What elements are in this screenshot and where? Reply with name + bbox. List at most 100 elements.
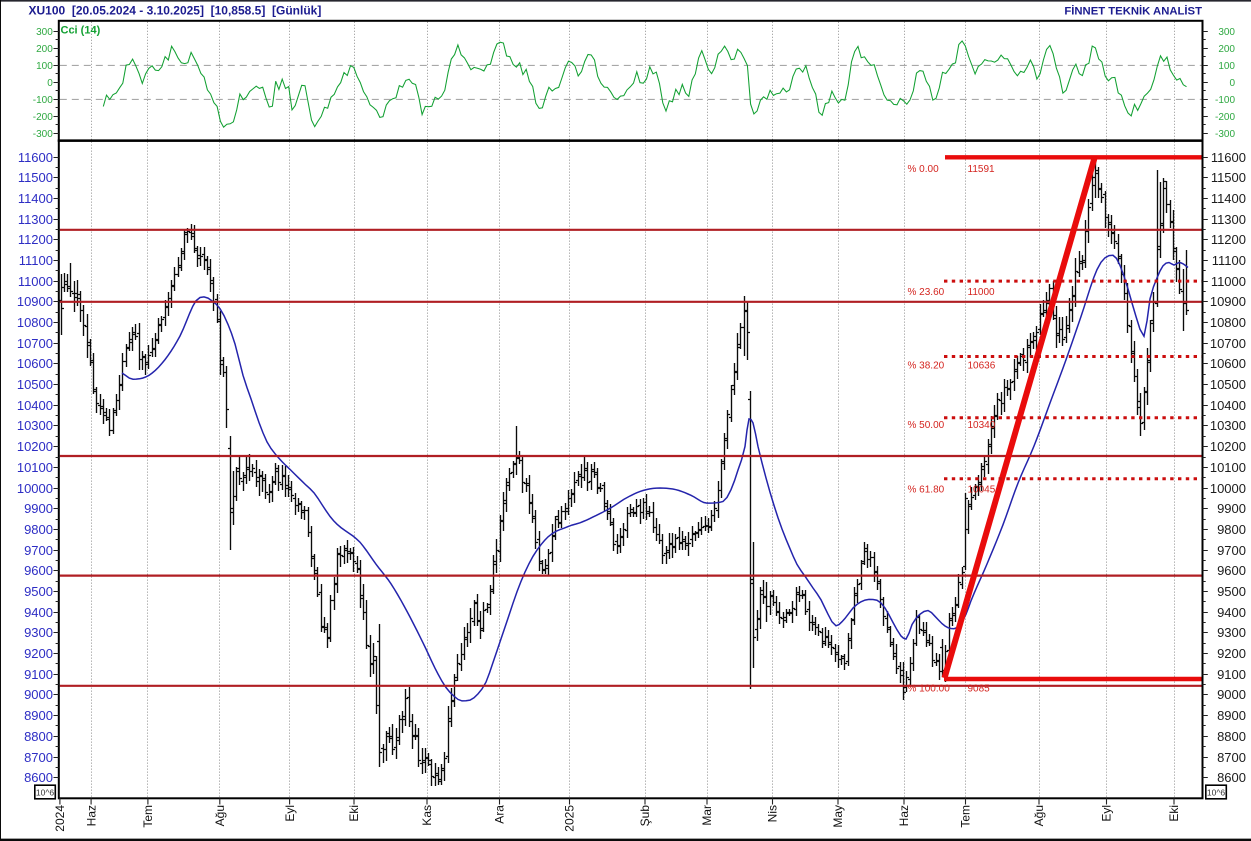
svg-text:XU100 [20.05.2024 - 3.10.2025: XU100 [20.05.2024 - 3.10.2025] [10,858.5…: [29, 4, 322, 18]
svg-text:10600: 10600: [17, 356, 53, 371]
svg-text:Eki: Eki: [1167, 805, 1181, 822]
svg-text:100: 100: [1218, 61, 1235, 72]
svg-text:300: 300: [1218, 27, 1235, 38]
svg-text:10340: 10340: [968, 420, 996, 431]
svg-text:10700: 10700: [17, 336, 53, 351]
svg-text:10800: 10800: [17, 315, 53, 330]
svg-text:10900: 10900: [17, 294, 53, 309]
svg-text:11000: 11000: [1211, 274, 1246, 289]
svg-text:9800: 9800: [24, 522, 53, 537]
svg-text:10300: 10300: [1210, 418, 1246, 433]
svg-text:8800: 8800: [24, 729, 53, 744]
svg-text:10500: 10500: [17, 377, 53, 392]
svg-text:Ara: Ara: [493, 805, 507, 824]
svg-text:200: 200: [36, 44, 53, 55]
svg-text:11300: 11300: [18, 212, 53, 227]
svg-text:8700: 8700: [1217, 750, 1246, 765]
svg-text:9500: 9500: [24, 584, 53, 599]
svg-text:Eki: Eki: [347, 805, 361, 822]
svg-text:11200: 11200: [18, 232, 53, 247]
svg-text:% 23.60: % 23.60: [908, 287, 945, 298]
svg-text:9100: 9100: [24, 667, 53, 682]
svg-text:Haz: Haz: [897, 805, 911, 826]
svg-text:11100: 11100: [1212, 253, 1246, 268]
svg-text:Cci (14): Cci (14): [61, 25, 101, 37]
svg-text:10300: 10300: [17, 418, 53, 433]
svg-text:9000: 9000: [24, 687, 53, 702]
svg-text:11500: 11500: [1211, 170, 1246, 185]
svg-text:9200: 9200: [1217, 646, 1246, 661]
svg-text:Şub: Şub: [638, 805, 652, 827]
svg-text:10636: 10636: [968, 361, 996, 372]
svg-text:9400: 9400: [1217, 605, 1246, 620]
svg-text:Eyl: Eyl: [1100, 805, 1114, 822]
svg-text:11200: 11200: [1211, 232, 1246, 247]
svg-text:10400: 10400: [17, 398, 53, 413]
svg-text:0: 0: [47, 78, 53, 89]
svg-text:8700: 8700: [24, 750, 53, 765]
svg-text:-300: -300: [33, 129, 53, 140]
svg-text:10200: 10200: [1210, 439, 1246, 454]
svg-text:11600: 11600: [18, 150, 53, 165]
svg-text:9600: 9600: [24, 563, 53, 578]
svg-text:9100: 9100: [1217, 667, 1246, 682]
svg-text:Nis: Nis: [766, 805, 780, 822]
svg-text:11100: 11100: [19, 253, 53, 268]
svg-text:9900: 9900: [1217, 501, 1246, 516]
svg-text:200: 200: [1218, 44, 1235, 55]
svg-text:10700: 10700: [1210, 336, 1246, 351]
svg-text:Eyl: Eyl: [283, 805, 297, 822]
svg-text:11400: 11400: [1211, 191, 1246, 206]
svg-text:11300: 11300: [1211, 212, 1246, 227]
svg-text:9700: 9700: [1217, 543, 1246, 558]
svg-text:10^6: 10^6: [36, 788, 54, 798]
svg-text:9700: 9700: [24, 543, 53, 558]
svg-text:9400: 9400: [24, 605, 53, 620]
svg-text:8600: 8600: [24, 770, 53, 785]
svg-text:9500: 9500: [1217, 584, 1246, 599]
svg-text:10100: 10100: [17, 460, 53, 475]
svg-text:9300: 9300: [24, 625, 53, 640]
svg-text:11591: 11591: [968, 164, 996, 175]
svg-text:% 0.00: % 0.00: [908, 164, 940, 175]
svg-text:9800: 9800: [1217, 522, 1246, 537]
svg-text:8900: 8900: [24, 708, 53, 723]
svg-text:Ağu: Ağu: [213, 805, 227, 826]
svg-text:10^6: 10^6: [1207, 788, 1225, 798]
svg-text:11400: 11400: [18, 191, 53, 206]
svg-text:FİNNET TEKNİK ANALİST: FİNNET TEKNİK ANALİST: [1064, 5, 1202, 18]
svg-text:11000: 11000: [968, 287, 996, 298]
svg-text:0: 0: [1229, 78, 1235, 89]
svg-text:10045: 10045: [968, 485, 996, 496]
svg-text:10200: 10200: [17, 439, 53, 454]
svg-text:300: 300: [36, 27, 53, 38]
svg-text:May: May: [831, 805, 845, 828]
svg-text:10000: 10000: [1210, 481, 1246, 496]
svg-text:10500: 10500: [1210, 377, 1246, 392]
svg-text:9000: 9000: [1217, 687, 1246, 702]
svg-text:8600: 8600: [1217, 770, 1246, 785]
svg-text:Tem: Tem: [959, 805, 973, 828]
svg-text:% 38.20: % 38.20: [908, 361, 945, 372]
svg-text:% 50.00: % 50.00: [908, 420, 945, 431]
svg-text:10600: 10600: [1210, 356, 1246, 371]
svg-text:% 100.00: % 100.00: [908, 684, 951, 695]
svg-text:-300: -300: [1215, 129, 1235, 140]
svg-text:8800: 8800: [1217, 729, 1246, 744]
svg-text:9900: 9900: [24, 501, 53, 516]
svg-text:2024: 2024: [53, 805, 67, 832]
svg-text:Mar: Mar: [700, 805, 714, 826]
svg-text:Kas: Kas: [420, 805, 434, 826]
svg-text:10900: 10900: [1210, 294, 1246, 309]
svg-text:Tem: Tem: [141, 805, 155, 828]
svg-text:9200: 9200: [24, 646, 53, 661]
svg-text:2025: 2025: [563, 805, 577, 832]
svg-text:10100: 10100: [1210, 460, 1246, 475]
svg-text:10800: 10800: [1210, 315, 1246, 330]
svg-text:11000: 11000: [18, 274, 53, 289]
svg-text:100: 100: [36, 61, 53, 72]
svg-text:8900: 8900: [1217, 708, 1246, 723]
svg-text:Ağu: Ağu: [1032, 805, 1046, 826]
svg-text:10000: 10000: [17, 481, 53, 496]
svg-text:-100: -100: [33, 95, 53, 106]
